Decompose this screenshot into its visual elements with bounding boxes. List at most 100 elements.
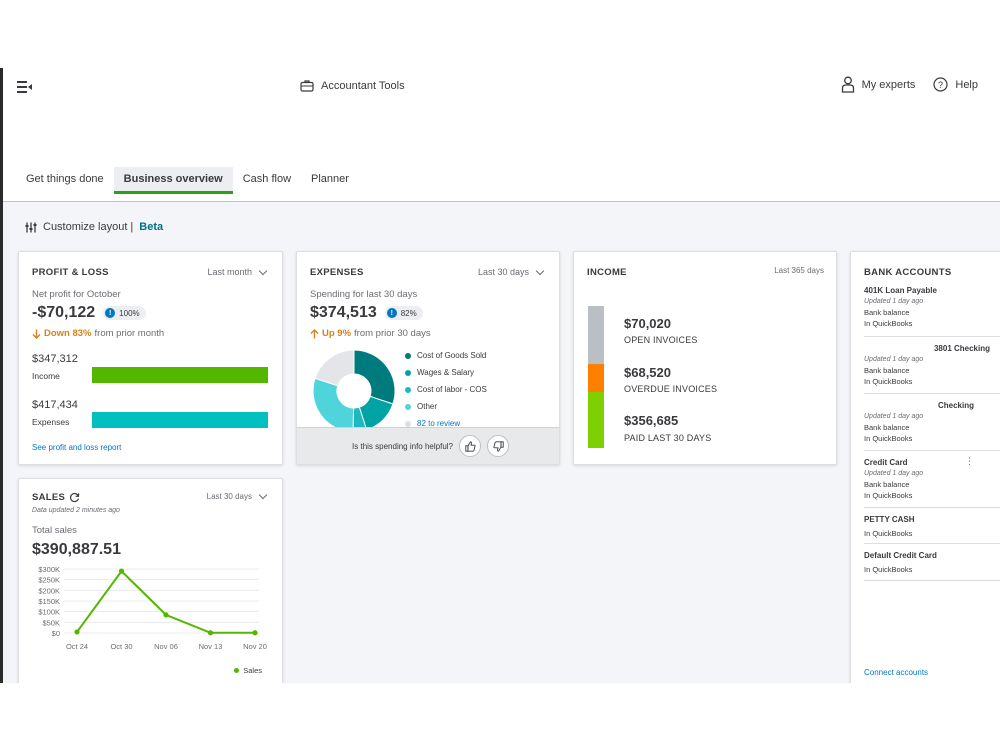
my-experts-button[interactable]: My experts xyxy=(841,76,915,93)
app-window: Accountant Tools My experts ? Help Get t… xyxy=(0,68,1000,683)
tab-planner[interactable]: Planner xyxy=(311,173,349,185)
income-amount: $347,312 xyxy=(32,353,78,365)
donut-slice-remaining xyxy=(314,349,355,387)
y-tick-label: $100K xyxy=(38,608,60,617)
bank-account-updated: Updated 1 day ago xyxy=(864,470,924,477)
sales-range-dropdown[interactable]: Last 30 days xyxy=(207,490,268,501)
y-tick-label: $50K xyxy=(42,618,60,627)
menu-toggle-icon[interactable] xyxy=(17,80,33,94)
accountant-tools-button[interactable]: Accountant Tools xyxy=(300,79,405,92)
legend-item-cost-of-goods-sold[interactable]: Cost of Goods Sold xyxy=(405,347,487,364)
helpful-prompt: Is this spending info helpful? xyxy=(352,441,453,451)
expenses-range-label: Last 30 days xyxy=(477,267,529,277)
bank-account-petty-cash[interactable]: PETTY CASH In QuickBooks xyxy=(864,514,1000,539)
bank-account-line1: Bank balance xyxy=(864,366,910,375)
chevron-down-icon xyxy=(258,490,268,500)
x-tick-label: Nov 13 xyxy=(199,642,223,651)
sales-data-point xyxy=(74,629,80,635)
donut-slice-cost-of-goods-sold xyxy=(353,349,396,405)
briefcase-icon xyxy=(300,80,314,92)
helpful-feedback-bar: Is this spending info helpful? xyxy=(297,427,559,464)
help-icon: ? xyxy=(933,77,948,92)
divider xyxy=(864,393,1000,394)
legend-item-wages-salary[interactable]: Wages & Salary xyxy=(405,364,487,381)
net-profit-badge-label: 100% xyxy=(119,308,140,318)
legend-item-cost-of-labor[interactable]: Cost of labor - COS xyxy=(405,381,487,398)
expenses-total-value: $374,513 ! 82% xyxy=(310,304,423,322)
legend-label: Other xyxy=(417,402,438,411)
x-tick-label: Nov 06 xyxy=(154,642,178,651)
chevron-down-icon xyxy=(258,266,268,275)
bank-account-name: Credit Card xyxy=(864,458,908,467)
donut-slice-other xyxy=(312,377,355,433)
refresh-icon[interactable] xyxy=(69,492,80,503)
income-card: INCOME Last 365 days $70,020 OPEN INVOIC… xyxy=(573,251,837,465)
sales-title-row: SALES xyxy=(32,492,80,503)
profit-loss-trend: Down 83% from prior month xyxy=(32,328,164,339)
legend-item-other[interactable]: Other xyxy=(405,398,487,415)
review-link[interactable]: 82 to review xyxy=(417,419,461,428)
divider xyxy=(864,543,1000,544)
customize-layout-button[interactable]: Customize layout | Beta xyxy=(25,221,163,233)
paid-last-30-amount: $356,685 xyxy=(624,413,679,428)
more-options-icon[interactable]: ⋮ xyxy=(965,456,974,466)
thumbs-down-button[interactable] xyxy=(487,435,509,457)
customize-layout-label: Customize layout | xyxy=(43,221,134,233)
income-bar-overdue[interactable] xyxy=(588,364,604,392)
expenses-amount: $417,434 xyxy=(32,399,78,411)
bank-account-default-credit-card[interactable]: Default Credit Card In QuickBooks xyxy=(864,550,1000,575)
expenses-trend-strong: Up 9% xyxy=(322,328,352,339)
connect-accounts-link[interactable]: Connect accounts xyxy=(864,668,929,677)
expenses-bar[interactable] xyxy=(92,412,268,428)
expenses-donut-chart[interactable] xyxy=(311,348,397,434)
person-icon xyxy=(841,76,854,93)
bank-account-credit-card[interactable]: Credit Card Updated 1 day ago Bank balan… xyxy=(864,457,1000,501)
expenses-trend-rest: from prior 30 days xyxy=(354,328,431,339)
bank-account-line1: Bank balance xyxy=(864,308,910,317)
y-tick-label: $300K xyxy=(38,565,60,574)
sales-line-chart[interactable]: $0 $50K$100K $150K $200K$250K $300K Oct 24 Oct… xyxy=(19,565,284,683)
tabs-bar: Get things done Business overview Cash f… xyxy=(3,142,1000,202)
tab-cash-flow[interactable]: Cash flow xyxy=(242,173,292,185)
bank-account-3801-checking[interactable]: 3801 Checking Updated 1 day ago Bank bal… xyxy=(864,343,1000,387)
profit-loss-range-dropdown[interactable]: Last month xyxy=(207,266,268,277)
sales-data-point xyxy=(207,630,214,636)
profit-loss-title: PROFIT & LOSS xyxy=(32,267,109,278)
chevron-down-icon xyxy=(535,266,545,275)
expenses-range-dropdown[interactable]: Last 30 days xyxy=(477,266,545,277)
sales-legend-dot xyxy=(234,668,240,673)
accountant-tools-label: Accountant Tools xyxy=(321,79,405,92)
overdue-invoices-label: OVERDUE INVOICES xyxy=(624,384,718,394)
income-range-label[interactable]: Last 365 days xyxy=(774,266,824,275)
sales-series-line xyxy=(76,569,255,634)
divider xyxy=(864,580,1000,581)
bank-account-line1: In QuickBooks xyxy=(864,565,913,574)
bank-account-401k[interactable]: 401K Loan Payable Updated 1 day ago Bank… xyxy=(864,285,1000,329)
tab-get-things-done[interactable]: Get things done xyxy=(26,173,104,185)
arrow-up-icon xyxy=(310,328,319,338)
paid-last-30-label: PAID LAST 30 DAYS xyxy=(624,433,712,443)
income-bar-open[interactable] xyxy=(588,306,604,364)
expenses-subtitle: Spending for last 30 days xyxy=(310,289,418,300)
review-link-row[interactable]: 82 to review xyxy=(405,415,487,432)
x-tick-label: Oct 24 xyxy=(66,642,88,651)
sales-data-point xyxy=(252,630,258,636)
income-bar[interactable] xyxy=(92,367,268,383)
income-bar-paid[interactable] xyxy=(588,392,604,448)
expenses-title: EXPENSES xyxy=(310,267,364,278)
bank-account-line1: In QuickBooks xyxy=(864,529,913,538)
svg-text:?: ? xyxy=(938,80,943,90)
legend-dot xyxy=(405,369,411,376)
x-tick-label: Oct 30 xyxy=(110,642,132,651)
profit-loss-report-link[interactable]: See profit and loss report xyxy=(32,443,122,452)
bank-account-line1: Bank balance xyxy=(864,480,910,489)
bank-account-updated: Updated 1 day ago xyxy=(864,413,924,420)
net-profit-amount: -$70,122 xyxy=(32,304,96,321)
sales-legend: Sales xyxy=(234,666,262,675)
help-button[interactable]: ? Help xyxy=(933,77,978,92)
tab-business-overview[interactable]: Business overview xyxy=(113,167,233,194)
profit-loss-subtitle: Net profit for October xyxy=(32,289,121,300)
sliders-icon xyxy=(25,222,37,232)
thumbs-up-button[interactable] xyxy=(459,435,481,457)
bank-account-checking[interactable]: Checking Updated 1 day ago Bank balance … xyxy=(864,400,1000,444)
